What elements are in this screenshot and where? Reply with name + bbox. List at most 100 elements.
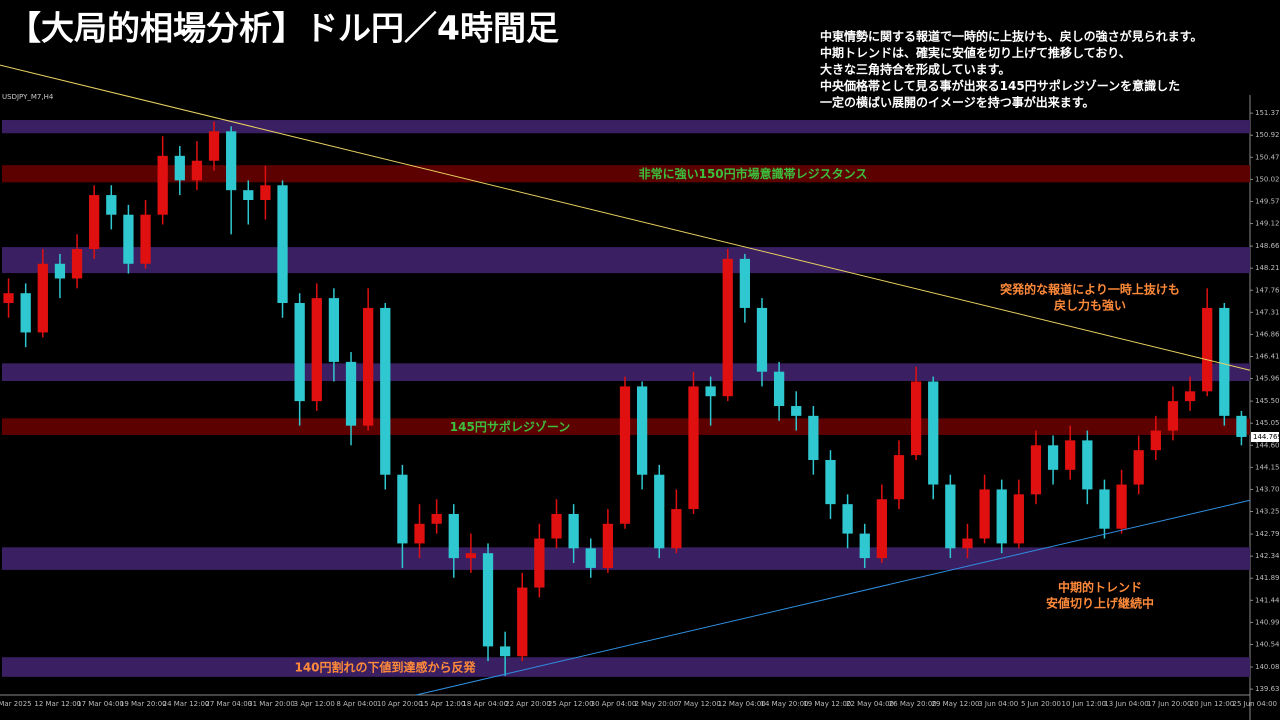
commentary-line: 一定の横ばい展開のイメージを持つ事が出来ます。 [820, 95, 1095, 110]
candle-body [996, 489, 1007, 544]
commentary-line: 中期トレンドは、確実に安値を切り上げて推移しており、 [820, 45, 1131, 60]
candle-body [945, 484, 956, 549]
candle-body [20, 293, 31, 333]
candle-body [962, 538, 973, 549]
candle-body [928, 381, 939, 485]
y-tick-label: 144.600 [1255, 441, 1280, 449]
candle-body [3, 293, 14, 304]
x-tick-label: 14 May 20:00 [760, 700, 808, 708]
candle-body [1133, 450, 1144, 485]
x-tick-label: 3 Apr 12:00 [294, 700, 335, 708]
y-tick-label: 142.340 [1255, 552, 1280, 560]
candle-body [482, 553, 494, 647]
candle-body [1065, 440, 1076, 470]
x-tick-label: 18 Apr 04:00 [462, 700, 508, 708]
y-tick-label: 145.960 [1255, 375, 1280, 383]
y-tick-label: 150.920 [1255, 131, 1280, 139]
candle-body [1047, 445, 1059, 470]
y-tick-label: 143.250 [1255, 508, 1280, 516]
candle-body [756, 307, 768, 372]
candle-body [602, 523, 614, 568]
candle-body [585, 548, 596, 568]
candle-body [37, 263, 48, 333]
candle-body [140, 214, 151, 264]
candle-body [671, 509, 682, 549]
y-tick-label: 140.080 [1255, 663, 1280, 671]
x-tick-label: 31 Mar 20:00 [248, 700, 295, 708]
y-tick-label: 144.150 [1255, 463, 1280, 471]
y-tick-label: 146.410 [1255, 352, 1280, 360]
zone [2, 657, 1250, 677]
candle-body [1099, 489, 1110, 529]
candle-body [397, 474, 408, 544]
x-tick-label: 12 Mar 12:00 [34, 700, 81, 708]
candle-body [465, 553, 477, 559]
y-tick-label: 148.210 [1255, 264, 1280, 272]
zone [2, 247, 1250, 274]
zone [2, 120, 1250, 134]
y-tick-label: 139.630 [1255, 685, 1280, 693]
x-tick-label: 7 May 12:00 [677, 700, 721, 708]
y-tick-label: 143.700 [1255, 485, 1280, 493]
x-tick-label: 17 Jun 20:00 [1147, 700, 1191, 708]
candle-body [123, 214, 134, 264]
chart-title: 【大局的相場分析】ドル円／4時間足 [8, 9, 559, 48]
x-tick-label: 22 May 04:00 [846, 700, 894, 708]
x-tick-label: 17 Mar 04:00 [77, 700, 124, 708]
annotation: 中期的トレンド [1058, 580, 1142, 595]
candle-body [619, 386, 631, 524]
y-tick-label: 140.990 [1255, 618, 1280, 626]
x-tick-label: 22 Apr 20:00 [505, 700, 551, 708]
candle-body [260, 185, 271, 200]
candle-body [1013, 494, 1024, 544]
x-tick-label: 27 Mar 04:00 [205, 700, 252, 708]
zone [2, 547, 1250, 570]
candle-body [174, 155, 185, 181]
x-tick-label: 13 Jun 04:00 [1104, 700, 1148, 708]
zone [2, 363, 1250, 382]
x-tick-label: 10 Jun 12:00 [1062, 700, 1106, 708]
x-tick-label: 25 Jun 04:00 [1233, 700, 1277, 708]
zone-label: 非常に強い150円市場意識帯レジスタンス [639, 166, 868, 181]
x-tick-label: Mar 2025 [0, 700, 32, 708]
candle-body [534, 538, 545, 588]
candle-body [277, 185, 288, 304]
y-tick-label: 146.860 [1255, 330, 1280, 338]
candle-body [654, 474, 665, 549]
commentary-line: 中東情勢に関する報道で一時的に上抜けも、戻しの強さが見られます。 [820, 29, 1202, 44]
x-tick-label: 20 Jun 12:00 [1190, 700, 1234, 708]
candle-body [739, 258, 750, 308]
x-tick-label: 19 Mar 20:00 [120, 700, 167, 708]
x-tick-label: 19 May 12:00 [803, 700, 851, 708]
trendline [415, 499, 1251, 696]
y-tick-label: 149.120 [1255, 220, 1280, 228]
candle-body [243, 190, 254, 200]
candle-body [808, 415, 819, 461]
candle-body [551, 513, 562, 539]
candle-body [1184, 391, 1196, 402]
y-tick-label: 141.440 [1255, 596, 1280, 604]
symbol-label: USDJPY_M7,H4 [2, 93, 54, 101]
y-tick-label: 148.660 [1255, 242, 1280, 250]
candle-body [363, 307, 374, 426]
y-tick-label: 141.890 [1255, 574, 1280, 582]
candle-body [311, 298, 322, 402]
x-tick-label: 26 May 20:00 [889, 700, 937, 708]
candle-body [431, 513, 442, 524]
x-tick-label: 15 Apr 12:00 [420, 700, 466, 708]
candle-body [773, 371, 785, 407]
x-tick-label: 3 Jun 04:00 [978, 700, 1018, 708]
annotation: 突発的な報道により一時上抜けも [1000, 282, 1180, 297]
y-tick-label: 151.370 [1255, 109, 1280, 117]
candle-body [106, 195, 117, 215]
candle-body [825, 460, 836, 505]
current-price-label: 144.769 [1253, 433, 1280, 441]
candle-body [54, 263, 66, 279]
candle-body [448, 513, 459, 559]
x-tick-label: 8 Apr 04:00 [336, 700, 377, 708]
candle-body [893, 455, 905, 500]
candle-body [1167, 401, 1179, 431]
